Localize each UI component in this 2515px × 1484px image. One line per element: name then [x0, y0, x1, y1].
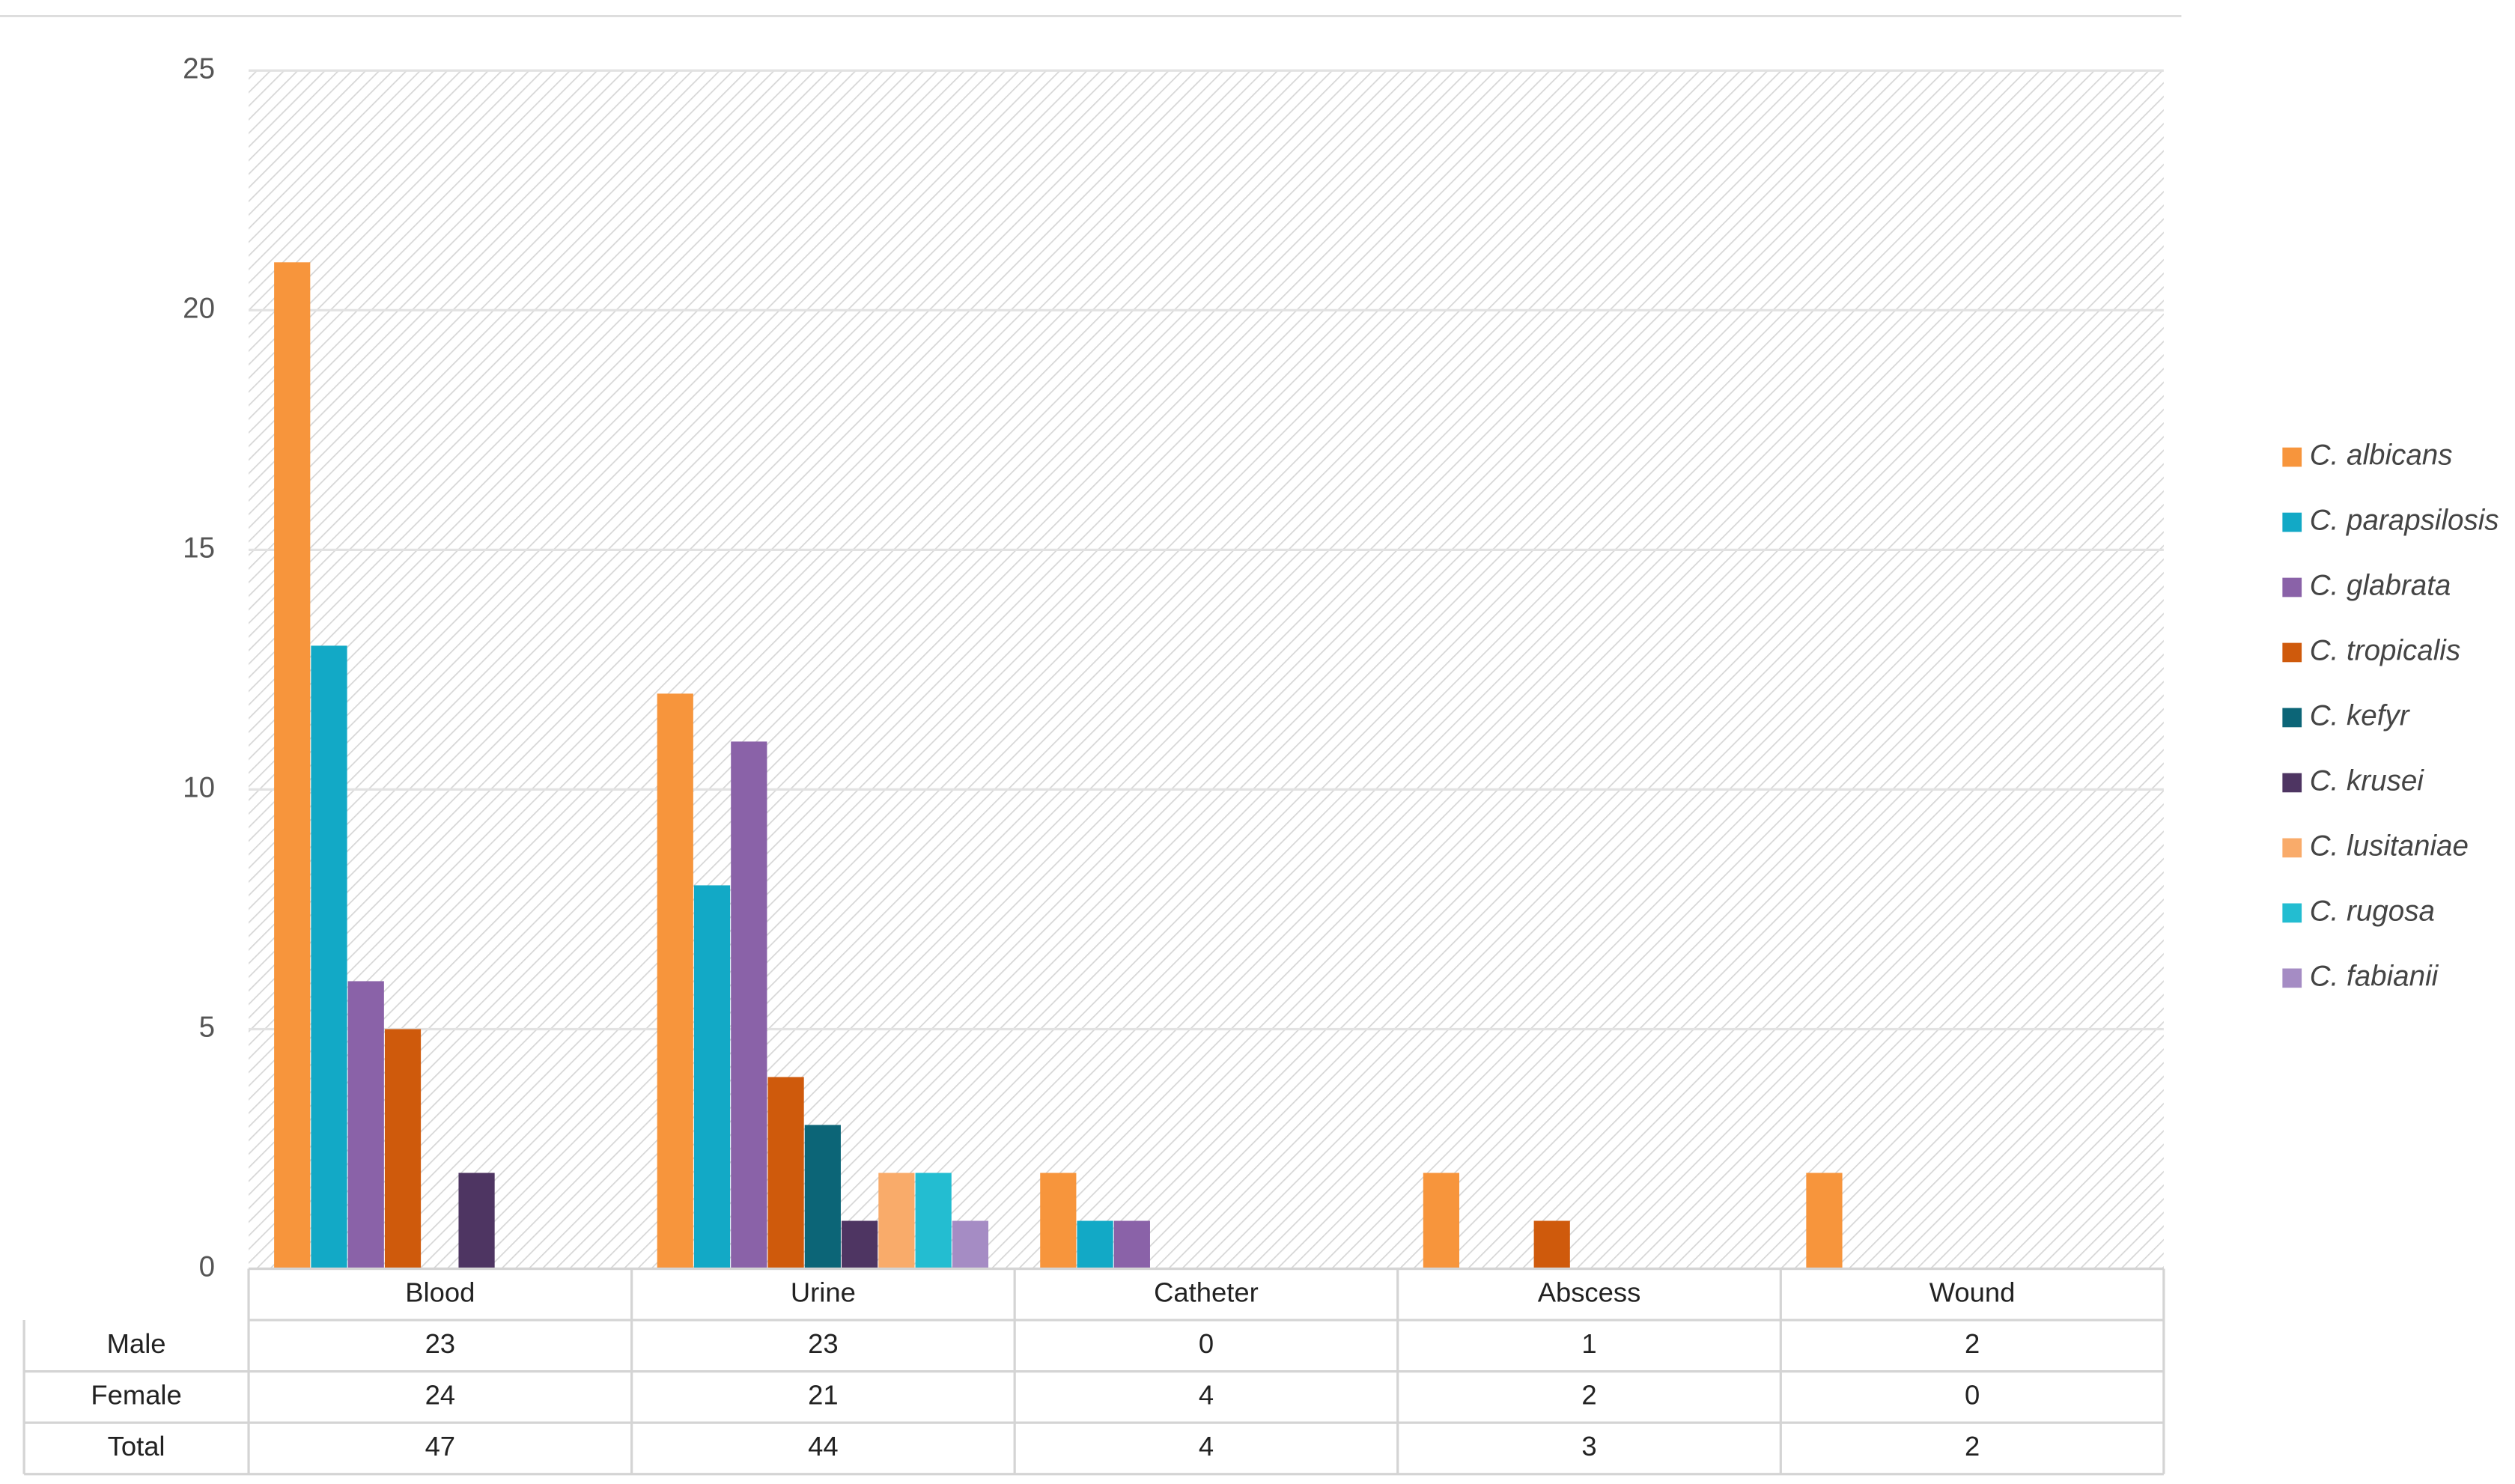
x-tick-label: Urine: [791, 1277, 856, 1307]
table-cell: 44: [808, 1431, 839, 1462]
bar: [693, 885, 731, 1269]
table-cell: 3: [1581, 1431, 1596, 1462]
bar: [657, 693, 693, 1269]
row-label: Female: [91, 1380, 181, 1411]
bar: [731, 741, 767, 1269]
legend-swatch: [2282, 903, 2302, 923]
y-tick-label: 20: [183, 293, 215, 325]
legend-label: C. glabrata: [2310, 570, 2451, 602]
legend-label: C. albicans: [2310, 440, 2453, 472]
table-cell: 23: [425, 1328, 456, 1359]
x-tick-label: Wound: [1929, 1277, 2016, 1307]
table-cell: 2: [1965, 1431, 1980, 1462]
bar: [347, 981, 384, 1269]
bar: [1533, 1220, 1570, 1269]
legend-swatch: [2282, 447, 2302, 467]
legend-swatch: [2282, 577, 2302, 597]
x-tick-label: Catheter: [1154, 1277, 1259, 1307]
legend-label: C. fabianii: [2310, 961, 2439, 993]
bar: [1077, 1220, 1113, 1269]
x-tick-label: Abscess: [1538, 1277, 1641, 1307]
x-tick-label: Blood: [405, 1277, 475, 1307]
table-cell: 1: [1581, 1328, 1596, 1359]
bar: [1113, 1220, 1150, 1269]
legend-swatch: [2282, 642, 2302, 663]
bar: [274, 262, 311, 1269]
table-cell: 47: [425, 1431, 456, 1462]
bar: [915, 1173, 952, 1269]
legend-label: C. krusei: [2310, 765, 2425, 797]
bar: [384, 1029, 422, 1269]
plot-area: [249, 70, 2164, 1269]
row-label: Male: [107, 1328, 166, 1359]
legend-label: C. kefyr: [2310, 700, 2411, 732]
y-tick-label: 25: [183, 52, 215, 85]
table-cell: 2: [1965, 1328, 1980, 1359]
table-cell: 24: [425, 1380, 456, 1411]
bar: [1040, 1173, 1077, 1269]
table-cell: 21: [808, 1380, 839, 1411]
table-cell: 2: [1581, 1380, 1596, 1411]
legend-swatch: [2282, 512, 2302, 532]
bar: [952, 1220, 989, 1269]
y-tick-label: 0: [199, 1251, 215, 1283]
bar: [804, 1125, 841, 1269]
bar: [1423, 1173, 1459, 1269]
bar: [842, 1220, 878, 1269]
legend-swatch: [2282, 838, 2302, 858]
table-cell: 23: [808, 1328, 839, 1359]
y-tick-label: 10: [183, 772, 215, 804]
legend-swatch: [2282, 708, 2302, 728]
y-tick-label: 15: [183, 532, 215, 565]
legend-label: C. tropicalis: [2310, 635, 2460, 667]
bar: [311, 645, 347, 1269]
y-tick-label: 5: [199, 1012, 215, 1044]
legend-label: C. parapsilosis: [2310, 505, 2499, 537]
row-label: Total: [108, 1431, 165, 1462]
bar: [767, 1077, 804, 1269]
bar: [458, 1173, 495, 1269]
table-cell: 0: [1965, 1380, 1980, 1411]
legend-swatch: [2282, 773, 2302, 793]
table-cell: 0: [1199, 1328, 1214, 1359]
bar: [1806, 1173, 1843, 1269]
bar: [878, 1173, 915, 1269]
legend-label: C. lusitaniae: [2310, 830, 2469, 863]
table-cell: 4: [1199, 1431, 1214, 1462]
legend-label: C. rugosa: [2310, 895, 2435, 928]
table-cell: 4: [1199, 1380, 1214, 1411]
legend-swatch: [2282, 968, 2302, 988]
